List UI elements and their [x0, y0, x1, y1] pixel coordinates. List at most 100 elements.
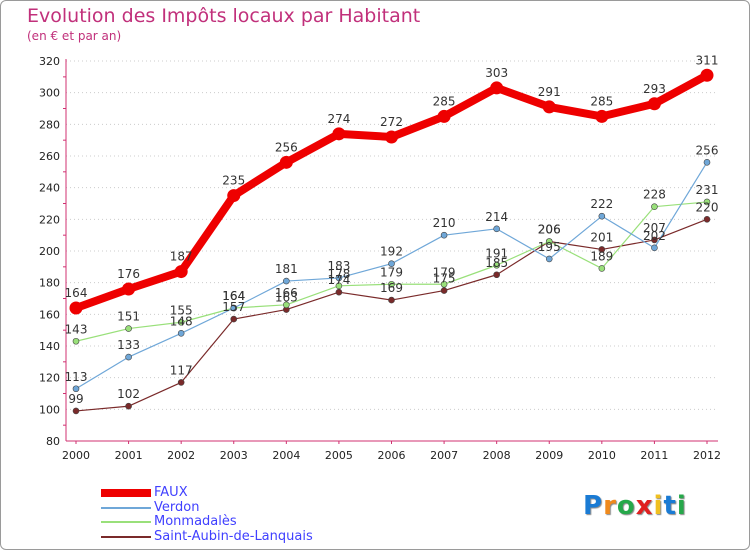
data-label: 272 — [380, 115, 403, 129]
data-point — [69, 301, 83, 315]
data-point — [335, 282, 343, 290]
data-point — [598, 212, 606, 220]
data-point — [545, 255, 553, 263]
data-label: 192 — [380, 245, 403, 259]
logo-letter: o — [616, 491, 636, 521]
data-point — [230, 315, 238, 323]
data-point — [125, 325, 132, 332]
data-label: 303 — [485, 66, 508, 80]
legend-swatch — [101, 506, 151, 509]
data-point — [700, 68, 714, 82]
y-tick-label: 300 — [39, 87, 60, 100]
data-point — [388, 260, 395, 267]
data-label: 202 — [643, 229, 666, 243]
x-tick-label: 2002 — [167, 449, 195, 462]
data-label: 206 — [538, 223, 561, 237]
chart-subtitle: (en € et par an) — [27, 29, 122, 43]
data-point — [490, 81, 504, 95]
data-label: 164 — [222, 289, 245, 303]
data-point — [177, 379, 185, 386]
data-label: 207 — [643, 221, 666, 235]
data-label: 201 — [590, 230, 613, 244]
y-tick-label: 200 — [39, 245, 60, 258]
data-point — [493, 261, 500, 269]
data-label: 191 — [485, 246, 508, 260]
legend-label: FAUX — [154, 485, 188, 500]
data-label: 311 — [696, 53, 719, 67]
y-tick-label: 140 — [39, 340, 60, 353]
logo-letter: i — [653, 491, 664, 521]
proxiti-logo: Proxiti — [583, 491, 687, 521]
data-point — [651, 244, 658, 252]
data-label: 285 — [433, 94, 456, 108]
logo-letter: t — [663, 491, 677, 521]
data-label: 143 — [65, 322, 88, 336]
legend-swatch — [101, 489, 151, 497]
legend-label: Saint-Aubin-de-Lanquais — [154, 528, 313, 544]
data-point — [335, 274, 343, 282]
data-label: 102 — [117, 387, 140, 401]
x-tick-label: 2006 — [378, 449, 406, 462]
data-point — [440, 280, 448, 288]
data-label: 210 — [433, 216, 456, 230]
data-label: 151 — [117, 310, 140, 324]
y-tick-label: 260 — [39, 150, 60, 163]
data-point — [440, 231, 448, 239]
data-label: 164 — [65, 286, 88, 300]
data-label: 256 — [275, 140, 298, 154]
data-point — [230, 304, 238, 312]
logo-letter: i — [676, 491, 687, 521]
data-point — [72, 337, 80, 345]
x-tick-label: 2012 — [693, 449, 721, 462]
data-label: 179 — [433, 265, 456, 279]
data-label: 117 — [170, 363, 193, 377]
data-point — [493, 225, 500, 233]
x-tick-label: 2007 — [430, 449, 458, 462]
data-label: 183 — [327, 259, 350, 273]
x-tick-label: 2011 — [640, 449, 668, 462]
data-label: 256 — [696, 143, 719, 157]
y-tick-label: 180 — [39, 277, 60, 290]
data-point — [177, 330, 185, 337]
data-label: 155 — [170, 303, 193, 317]
data-label: 179 — [380, 265, 403, 279]
data-point — [385, 130, 398, 144]
data-point — [227, 189, 241, 203]
data-label: 195 — [538, 240, 561, 254]
data-label: 163 — [275, 291, 298, 305]
data-label: 169 — [380, 281, 403, 295]
x-tick-label: 2009 — [535, 449, 563, 462]
data-label: 220 — [696, 200, 719, 214]
data-label: 206 — [538, 223, 561, 237]
chart-title: Evolution des Impôts locaux par Habitant — [27, 5, 421, 27]
data-label: 181 — [275, 262, 298, 276]
data-point — [493, 271, 500, 279]
logo-letter: P — [583, 491, 604, 521]
data-point — [335, 288, 343, 296]
x-tick-label: 2010 — [588, 449, 616, 462]
data-point — [703, 216, 711, 223]
data-point — [595, 109, 609, 123]
x-tick-label: 2001 — [115, 449, 143, 462]
data-point — [440, 287, 448, 294]
data-point — [542, 100, 556, 114]
data-point — [283, 301, 290, 309]
x-tick-label: 2005 — [325, 449, 353, 462]
data-label: 189 — [590, 249, 613, 263]
data-point — [283, 277, 290, 285]
data-label: 293 — [643, 82, 666, 96]
data-point — [388, 296, 395, 304]
x-tick-label: 2000 — [62, 449, 90, 462]
data-point — [174, 265, 188, 279]
data-point — [703, 159, 711, 166]
x-tick-label: 2003 — [220, 449, 248, 462]
data-label: 187 — [170, 250, 193, 264]
data-label: 164 — [222, 289, 245, 303]
data-label: 228 — [643, 188, 666, 202]
y-tick-label: 100 — [39, 403, 60, 416]
data-label: 174 — [327, 273, 350, 287]
logo-letter: r — [603, 491, 617, 521]
data-label: 274 — [327, 112, 350, 126]
y-tick-label: 160 — [39, 308, 60, 321]
